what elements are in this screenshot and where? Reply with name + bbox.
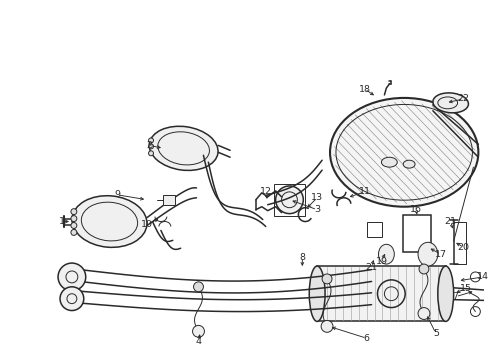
Circle shape [418,264,428,274]
Circle shape [417,307,429,319]
Text: 7: 7 [452,292,458,301]
Text: 8: 8 [299,253,305,262]
Bar [403,215,430,252]
Ellipse shape [437,266,453,321]
Bar [317,266,445,321]
Text: 15: 15 [459,284,470,293]
Text: 5: 5 [432,329,438,338]
Circle shape [192,325,204,337]
Ellipse shape [381,157,396,167]
Ellipse shape [149,126,218,170]
Text: 22: 22 [457,94,468,103]
Text: 13: 13 [310,193,323,202]
Text: 17: 17 [434,250,446,259]
Ellipse shape [329,98,477,207]
Bar [273,184,305,216]
Circle shape [193,282,203,292]
Text: 9: 9 [114,190,120,199]
Bar [366,221,382,237]
Circle shape [71,209,77,215]
Text: 19: 19 [375,257,386,266]
Bar [163,195,174,205]
Circle shape [148,138,153,143]
Text: 16: 16 [409,205,421,214]
Ellipse shape [308,266,325,321]
Ellipse shape [378,244,393,264]
Text: 2: 2 [146,141,152,150]
Ellipse shape [72,196,147,247]
Circle shape [60,287,83,311]
Ellipse shape [432,93,468,113]
Text: 12: 12 [259,187,271,196]
Text: 1: 1 [59,217,65,226]
Circle shape [71,229,77,235]
Text: 14: 14 [476,273,488,282]
Text: 10: 10 [141,220,153,229]
Text: 11: 11 [358,187,370,196]
Circle shape [71,222,77,229]
Text: 20: 20 [457,243,468,252]
Text: 3: 3 [313,205,320,214]
Circle shape [71,216,77,221]
Circle shape [321,320,332,332]
Circle shape [58,263,85,291]
Text: 21: 21 [444,217,456,226]
Circle shape [148,151,153,156]
Circle shape [148,144,153,149]
Text: 18: 18 [358,85,370,94]
Ellipse shape [417,242,437,266]
Text: 4: 4 [195,337,201,346]
Text: 6: 6 [363,334,369,343]
Circle shape [275,186,303,213]
Text: 21: 21 [365,262,377,271]
Circle shape [322,274,331,284]
Ellipse shape [403,160,414,168]
